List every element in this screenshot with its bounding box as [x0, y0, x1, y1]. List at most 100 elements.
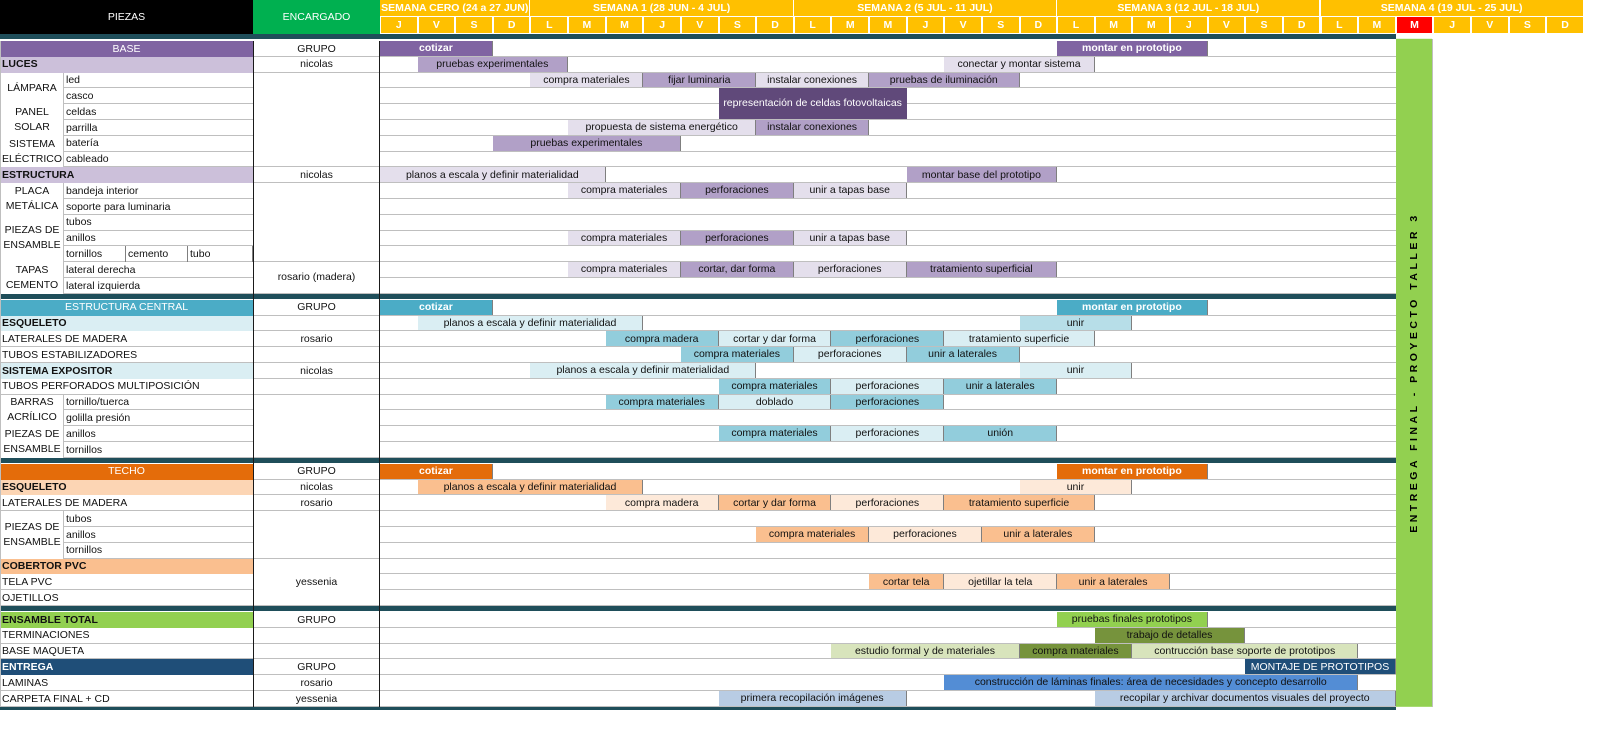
task-bar[interactable]: perforaciones: [831, 394, 945, 410]
sub-piece-label: anillos: [66, 528, 96, 541]
task-bar[interactable]: perforaciones: [793, 262, 907, 277]
task-bar[interactable]: compra materiales: [718, 426, 832, 441]
day-header: L: [793, 16, 832, 34]
row-label: OJETILLOS: [2, 591, 59, 604]
task-bar[interactable]: representación de celdas fotovoltaicas: [718, 88, 907, 119]
day-header: V: [417, 16, 456, 34]
task-bar[interactable]: cotizar: [380, 463, 493, 479]
task-bar[interactable]: compra materiales: [568, 230, 681, 246]
task-bar[interactable]: compra materiales: [568, 262, 681, 277]
task-bar[interactable]: unir: [1019, 363, 1133, 378]
task-bar[interactable]: cortar y dar forma: [718, 495, 832, 511]
task-bar[interactable]: compra materiales: [605, 394, 719, 410]
task-bar[interactable]: tratamiento superficial: [906, 262, 1058, 277]
task-bar[interactable]: cotizar: [380, 299, 493, 315]
task-bar[interactable]: planos a escala y definir materialidad: [417, 315, 644, 331]
day-header: M: [869, 16, 907, 34]
task-bar[interactable]: compra materiales: [718, 378, 832, 394]
row-label: LAMINAS: [2, 676, 49, 689]
row-label: [253, 379, 380, 395]
row-label: GRUPO: [297, 661, 336, 674]
task-bar[interactable]: cortar y dar forma: [718, 331, 832, 347]
task-bar[interactable]: compra materiales: [756, 527, 870, 542]
task-bar[interactable]: unir a laterales: [944, 378, 1058, 394]
task-bar[interactable]: instalar conexiones: [756, 120, 870, 135]
task-bar[interactable]: compra materiales: [1019, 643, 1133, 659]
task-bar[interactable]: tratamiento superficie: [944, 331, 1095, 347]
day-header: J: [1433, 16, 1471, 34]
task-bar[interactable]: ojetillar la tela: [944, 574, 1058, 590]
piece-group-label: PIEZAS DE ENSAMBLE: [0, 426, 64, 458]
row-label: GRUPO: [297, 465, 336, 478]
task-bar[interactable]: construcción de láminas finales: área de…: [944, 675, 1359, 690]
day-header: D: [756, 16, 794, 34]
sub-piece-label: led: [66, 74, 81, 87]
task-bar[interactable]: montar base del prototipo: [906, 167, 1058, 183]
task-bar[interactable]: planos a escala y definir materialidad: [530, 363, 757, 378]
task-bar[interactable]: trabajo de detalles: [1094, 627, 1246, 643]
task-bar[interactable]: primera recopilación imágenes: [718, 691, 907, 706]
piece-group-label: PIEZAS DE ENSAMBLE: [0, 511, 64, 559]
task-bar[interactable]: perforaciones: [680, 230, 794, 246]
task-bar[interactable]: planos a escala y definir materialidad: [380, 167, 606, 183]
task-bar[interactable]: propuesta de sistema energético: [568, 120, 757, 135]
task-bar[interactable]: unir a laterales: [1057, 574, 1171, 590]
row-label: nicolas: [300, 58, 333, 71]
encargado-cell: [253, 72, 380, 168]
task-bar[interactable]: compra materiales: [568, 183, 681, 198]
task-bar[interactable]: montar en prototipo: [1057, 41, 1208, 56]
task-bar[interactable]: perforaciones: [793, 347, 907, 362]
task-bar[interactable]: instalar conexiones: [756, 72, 870, 88]
task-bar[interactable]: cotizar: [380, 41, 493, 56]
task-bar[interactable]: compra materiales: [530, 72, 644, 88]
task-bar[interactable]: perforaciones: [831, 495, 945, 511]
row-label: ESTRUCTURA CENTRAL: [0, 299, 253, 316]
row-label: TERMINACIONES: [2, 629, 90, 642]
sub-piece-label: parrilla: [66, 121, 98, 134]
sub-piece-label: soporte para luminaria: [66, 200, 171, 213]
row-label: rosario: [300, 333, 333, 346]
task-bar[interactable]: montar en prototipo: [1057, 463, 1208, 479]
task-bar[interactable]: perforaciones: [831, 378, 945, 394]
task-bar[interactable]: compra madera: [605, 495, 719, 511]
task-bar[interactable]: fijar luminaria: [643, 72, 757, 88]
row-label: rosario: [300, 676, 333, 689]
day-header: S: [981, 16, 1020, 34]
task-bar[interactable]: pruebas experimentales: [492, 135, 681, 151]
task-bar[interactable]: unir a laterales: [906, 347, 1020, 362]
task-bar[interactable]: pruebas finales prototipos: [1057, 612, 1208, 627]
task-bar[interactable]: estudio formal y de materiales: [831, 643, 1020, 659]
task-bar[interactable]: perforaciones: [831, 331, 945, 347]
task-bar[interactable]: contrucción base soporte de prototipos: [1132, 643, 1359, 659]
task-bar[interactable]: MONTAJE DE PROTOTIPOS: [1245, 659, 1396, 675]
week-header: SEMANA 2 (5 JUL - 11 JUL): [793, 0, 1058, 16]
task-bar[interactable]: cortar tela: [869, 574, 945, 590]
day-header: S: [718, 16, 757, 34]
task-bar[interactable]: pruebas de iluminación: [869, 72, 1020, 88]
task-bar[interactable]: unión: [944, 426, 1058, 441]
day-header: S: [1245, 16, 1283, 34]
task-bar[interactable]: perforaciones: [869, 527, 982, 542]
task-bar[interactable]: conectar y montar sistema: [944, 56, 1095, 72]
task-bar[interactable]: unir a laterales: [981, 527, 1095, 542]
day-header: L: [530, 16, 569, 34]
task-bar[interactable]: doblado: [718, 394, 832, 410]
day-header: S: [1508, 16, 1547, 34]
piece-group-label: PLACA METÁLICA: [0, 183, 64, 215]
task-bar[interactable]: cortar, dar forma: [680, 262, 794, 277]
task-bar[interactable]: pruebas experimentales: [417, 56, 569, 72]
task-bar[interactable]: unir: [1019, 479, 1133, 495]
task-bar[interactable]: montar en prototipo: [1057, 299, 1208, 315]
task-bar[interactable]: perforaciones: [680, 183, 794, 198]
task-bar[interactable]: unir a tapas base: [793, 183, 907, 198]
task-bar[interactable]: compra materiales: [680, 347, 794, 362]
task-bar[interactable]: tratamiento superficie: [944, 495, 1095, 511]
task-bar[interactable]: planos a escala y definir materialidad: [417, 479, 644, 495]
row-label: [253, 628, 380, 644]
task-bar[interactable]: compra madera: [605, 331, 719, 347]
sub-piece-label: tornillos: [66, 544, 103, 557]
task-bar[interactable]: perforaciones: [831, 426, 945, 441]
task-bar[interactable]: unir: [1019, 315, 1133, 331]
task-bar[interactable]: recopilar y archivar documentos visuales…: [1094, 691, 1396, 706]
task-bar[interactable]: unir a tapas base: [793, 230, 907, 246]
